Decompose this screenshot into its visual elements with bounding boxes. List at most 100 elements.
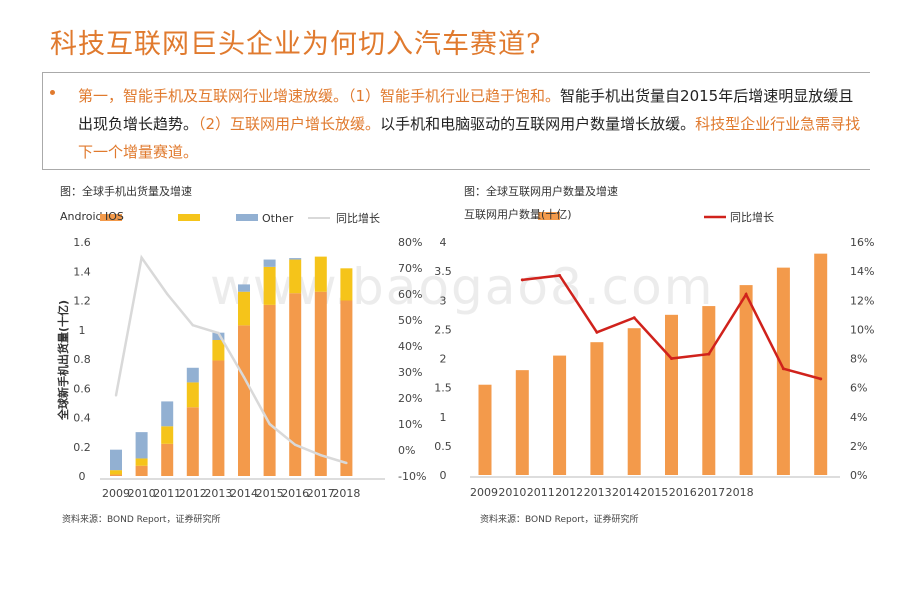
chart2-y2-tick: 8% [850, 353, 867, 366]
chart1-legend-swatch-android [100, 214, 122, 221]
chart2-x-tick: 2018 [726, 486, 754, 499]
chart2-bar-users [627, 328, 641, 475]
bullet-dot [50, 90, 55, 95]
chart1-y2-tick: 10% [398, 418, 422, 431]
chart2-y-tick: 0 [440, 469, 447, 482]
chart1-bar-android [161, 443, 174, 476]
chart1-growth-point [319, 454, 322, 457]
chart1-growth-point [191, 324, 194, 327]
chart1-bar-android [135, 465, 148, 476]
chart1-y-tick: 0.6 [73, 382, 91, 395]
chart1-y-tick: 1 [79, 324, 86, 337]
chart1-source: 资料来源：BOND Report，证券研究所 [62, 513, 220, 525]
chart2-x-tick: 2009 [470, 486, 498, 499]
chart1-bar-ios [161, 426, 174, 444]
summary-seg-3: （2）互联网用户增长放缓。 [198, 115, 381, 133]
chart2-y2-tick: 2% [850, 440, 867, 453]
chart2-y2-tick: 4% [850, 411, 867, 424]
chart2-x-tick: 2010 [498, 486, 526, 499]
chart2-x-tick: 2014 [612, 486, 640, 499]
chart1-bar-ios [263, 266, 276, 305]
chart1-growth-point [166, 292, 169, 296]
chart2-y2-tick: 0% [850, 469, 867, 482]
summary-seg-5: 科技型企业行业急需寻找下一个增量赛道。 [78, 115, 861, 161]
chart2-source: 资料来源：BOND Report，证券研究所 [480, 513, 638, 525]
chart1-x-tick: 2014 [230, 487, 258, 500]
chart2-growth-point [520, 278, 524, 282]
chart2-y-tick: 4 [440, 236, 447, 249]
chart1-bar-other [263, 259, 276, 267]
chart2-y-tick: 3.5 [434, 265, 452, 278]
chart1-bar-android [238, 325, 250, 476]
chart2-growth-point [819, 377, 823, 381]
page-title: 科技互联网巨头企业为何切入汽车赛道? [50, 29, 542, 60]
chart2-legend-swatch-users [538, 212, 560, 220]
chart2-caption: 图：全球互联网用户数量及增速 [464, 184, 618, 198]
chart2-growth-point [632, 316, 636, 320]
chart2-growth-points [520, 273, 823, 381]
summary-seg-2: 智能手机出货量自2015年后增速明显放缓且出现负增长趋势。 [78, 87, 854, 133]
chart1-x-tick: 2009 [102, 487, 130, 500]
chart2-bar-users [702, 306, 716, 475]
chart1-y2-ticks: -10% 0% 10% 20% 30% 40% 50% 60% 70% 80% [398, 236, 426, 483]
chart1-legend-label-ios: IOS [105, 210, 124, 223]
chart1-x-tick: 2015 [256, 487, 284, 500]
chart1-bar-other [110, 449, 122, 471]
chart1-y2-tick: 80% [398, 236, 422, 249]
chart-internet-users: 图：全球互联网用户数量及增速 互联网用户数量(十亿) 同比增长 0 0.5 1 1.5… [434, 184, 874, 525]
chart1-y-tick: 0.8 [73, 353, 91, 366]
chart2-legend-label-users: 互联网用户数量(十亿) [464, 207, 572, 221]
chart1-growth-point [114, 394, 118, 397]
chart1-bar-ios [135, 458, 148, 466]
chart1-y-axis-title: 全球新手机出货量(十亿) [56, 300, 70, 421]
chart1-x-tick: 2016 [281, 487, 309, 500]
chart1-y2-tick: 30% [398, 366, 422, 379]
summary-box [42, 72, 870, 170]
chart2-y2-tick: 12% [850, 294, 874, 307]
chart1-x-tick: 2011 [153, 487, 181, 500]
chart2-growth-point [595, 330, 599, 334]
chart1-legend-swatch-ios [178, 214, 200, 221]
chart2-bar-users [478, 384, 492, 475]
chart2-x-tick: 2015 [640, 486, 668, 499]
chart2-y-tick: 2 [440, 353, 447, 366]
chart1-legend-label-growth: 同比增长 [336, 211, 380, 225]
chart2-growth-point [744, 292, 748, 296]
chart1-bar-other [238, 284, 250, 292]
chart2-legend: 互联网用户数量(十亿) 同比增长 [464, 207, 774, 224]
chart2-bar-users [776, 267, 790, 475]
chart2-x-tick: 2013 [584, 486, 612, 499]
chart2-bar-users [515, 370, 529, 475]
chart1-growth-line [114, 254, 347, 465]
chart1-y2-tick: 40% [398, 340, 422, 353]
chart1-bar-ios [186, 382, 199, 408]
chart1-y-tick: 1.6 [73, 236, 91, 249]
chart2-bar-users [814, 253, 828, 475]
chart1-bar-android [263, 304, 276, 476]
chart1-bar-other [135, 432, 148, 459]
chart1-bar-android [186, 407, 199, 476]
chart1-bar-ios [314, 256, 327, 292]
chart1-caption: 图：全球手机出货量及增速 [60, 184, 192, 198]
chart2-y-tick: 3 [440, 294, 447, 307]
chart1-bar-ios [289, 259, 302, 294]
chart1-legend: Android IOS Other 同比增长 [60, 210, 380, 225]
chart1-y2-tick: 0% [398, 444, 415, 457]
chart1-y-tick: 0.4 [73, 412, 91, 425]
chart2-bars [478, 253, 828, 475]
chart1-bar-other [289, 258, 302, 260]
chart2-bar-users [665, 314, 678, 475]
chart1-y2-tick: 60% [398, 288, 422, 301]
chart1-growth-point [345, 461, 348, 465]
chart1-y2-tick: 70% [398, 262, 422, 275]
chart1-growth-point [140, 256, 143, 259]
chart1-bar-android [340, 300, 353, 476]
chart2-growth-point [670, 357, 673, 360]
summary-text: 第一，智能手机及互联网行业增速放缓。（1）智能手机行业已趋于饱和。智能手机出货量… [78, 82, 868, 166]
summary-seg-4: 以手机和电脑驱动的互联网用户数量增长放缓。 [380, 115, 696, 133]
chart1-x-tick: 2017 [307, 487, 335, 500]
chart2-y-ticks: 0 0.5 1 1.5 2 2.5 3 3.5 4 [434, 236, 452, 482]
chart1-y2-tick: -10% [398, 470, 426, 483]
